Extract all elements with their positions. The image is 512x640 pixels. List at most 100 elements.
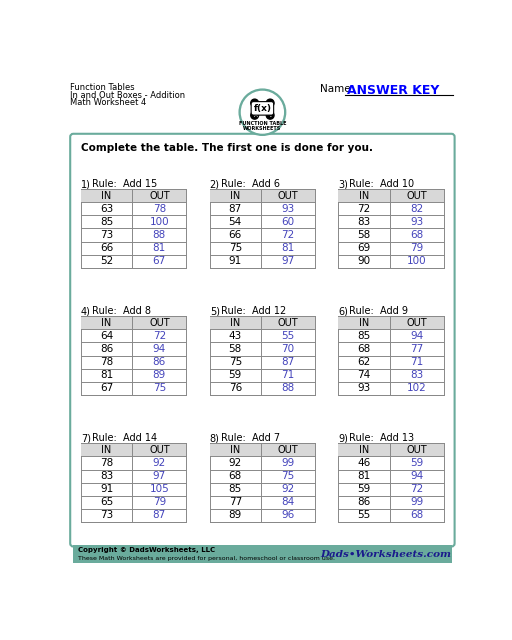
Bar	[81, 444, 186, 522]
Text: Rule:  Add 10: Rule: Add 10	[349, 179, 414, 189]
Text: 86: 86	[357, 497, 371, 508]
Text: 86: 86	[100, 344, 113, 354]
Text: 81: 81	[282, 243, 294, 253]
Text: 87: 87	[153, 510, 166, 520]
Text: 88: 88	[282, 383, 294, 393]
Text: 93: 93	[410, 217, 423, 227]
Text: 75: 75	[229, 357, 242, 367]
Text: 75: 75	[153, 383, 166, 393]
Text: 71: 71	[282, 370, 294, 380]
Text: 72: 72	[410, 484, 423, 494]
Text: 59: 59	[229, 370, 242, 380]
Text: IN: IN	[230, 318, 241, 328]
Text: IN: IN	[101, 191, 112, 201]
Text: Rule:  Add 15: Rule: Add 15	[92, 179, 157, 189]
Text: 81: 81	[357, 471, 371, 481]
Text: 83: 83	[357, 217, 371, 227]
Text: 81: 81	[100, 370, 113, 380]
Text: 63: 63	[100, 204, 113, 214]
Text: 72: 72	[282, 230, 294, 240]
Bar	[210, 316, 315, 330]
Text: OUT: OUT	[149, 445, 169, 455]
Bar	[338, 316, 444, 395]
Text: 68: 68	[410, 230, 423, 240]
Text: 90: 90	[357, 256, 371, 266]
Text: −: −	[267, 100, 273, 106]
Text: 66: 66	[229, 230, 242, 240]
Text: ÷: ÷	[267, 112, 273, 118]
Text: 87: 87	[229, 204, 242, 214]
Text: 83: 83	[410, 370, 423, 380]
Text: Rule:  Add 7: Rule: Add 7	[221, 433, 280, 444]
Text: Rule:  Add 8: Rule: Add 8	[92, 307, 151, 316]
Text: These Math Worksheets are provided for personal, homeschool or classroom use.: These Math Worksheets are provided for p…	[78, 556, 335, 561]
Text: 85: 85	[357, 331, 371, 341]
Text: 62: 62	[357, 357, 371, 367]
Text: 4): 4)	[81, 307, 91, 316]
Bar	[338, 189, 444, 202]
Text: f(x): f(x)	[253, 104, 271, 113]
Text: 1): 1)	[81, 179, 91, 189]
Text: ANSWER KEY: ANSWER KEY	[347, 84, 439, 97]
Text: 72: 72	[357, 204, 371, 214]
Text: 52: 52	[100, 256, 113, 266]
Text: 77: 77	[229, 497, 242, 508]
Text: 73: 73	[100, 230, 113, 240]
Text: 83: 83	[100, 471, 113, 481]
Text: 7): 7)	[81, 433, 91, 444]
Text: 100: 100	[150, 217, 169, 227]
Text: Copyright © DadsWorksheets, LLC: Copyright © DadsWorksheets, LLC	[78, 547, 215, 554]
Text: Rule:  Add 6: Rule: Add 6	[221, 179, 280, 189]
Text: 3): 3)	[338, 179, 348, 189]
Text: 88: 88	[153, 230, 166, 240]
Bar	[210, 189, 315, 268]
Bar	[210, 189, 315, 202]
Text: 5): 5)	[210, 307, 220, 316]
Text: OUT: OUT	[407, 445, 427, 455]
Text: Dads•Worksheets.com: Dads•Worksheets.com	[321, 550, 452, 559]
Text: 70: 70	[282, 344, 294, 354]
Bar	[81, 316, 186, 330]
Text: 58: 58	[229, 344, 242, 354]
Text: OUT: OUT	[407, 318, 427, 328]
Text: IN: IN	[101, 318, 112, 328]
Text: Rule:  Add 12: Rule: Add 12	[221, 307, 286, 316]
Text: 76: 76	[229, 383, 242, 393]
Text: 75: 75	[229, 243, 242, 253]
Circle shape	[239, 89, 286, 135]
Text: 89: 89	[229, 510, 242, 520]
Text: In and Out Boxes - Addition: In and Out Boxes - Addition	[70, 91, 185, 100]
Text: 69: 69	[357, 243, 371, 253]
Text: OUT: OUT	[149, 318, 169, 328]
Text: 105: 105	[150, 484, 169, 494]
Text: 67: 67	[153, 256, 166, 266]
Circle shape	[251, 99, 259, 107]
Text: IN: IN	[230, 191, 241, 201]
Text: OUT: OUT	[278, 191, 298, 201]
FancyBboxPatch shape	[70, 134, 455, 547]
Text: ×: ×	[252, 112, 258, 118]
Text: 58: 58	[357, 230, 371, 240]
Bar	[338, 189, 444, 268]
Text: 71: 71	[410, 357, 423, 367]
Bar	[81, 444, 186, 456]
Text: IN: IN	[359, 318, 369, 328]
Text: 91: 91	[229, 256, 242, 266]
Text: 65: 65	[100, 497, 113, 508]
Text: 93: 93	[282, 204, 294, 214]
Text: 55: 55	[357, 510, 371, 520]
Text: IN: IN	[101, 445, 112, 455]
Text: 86: 86	[153, 357, 166, 367]
Text: 8): 8)	[210, 433, 220, 444]
Text: 85: 85	[229, 484, 242, 494]
Text: 6): 6)	[338, 307, 348, 316]
Text: IN: IN	[230, 445, 241, 455]
Circle shape	[266, 99, 274, 107]
Circle shape	[242, 92, 283, 133]
Text: 78: 78	[153, 204, 166, 214]
Text: 85: 85	[100, 217, 113, 227]
Text: 74: 74	[357, 370, 371, 380]
Text: 102: 102	[407, 383, 426, 393]
Text: OUT: OUT	[407, 191, 427, 201]
Text: 43: 43	[229, 331, 242, 341]
